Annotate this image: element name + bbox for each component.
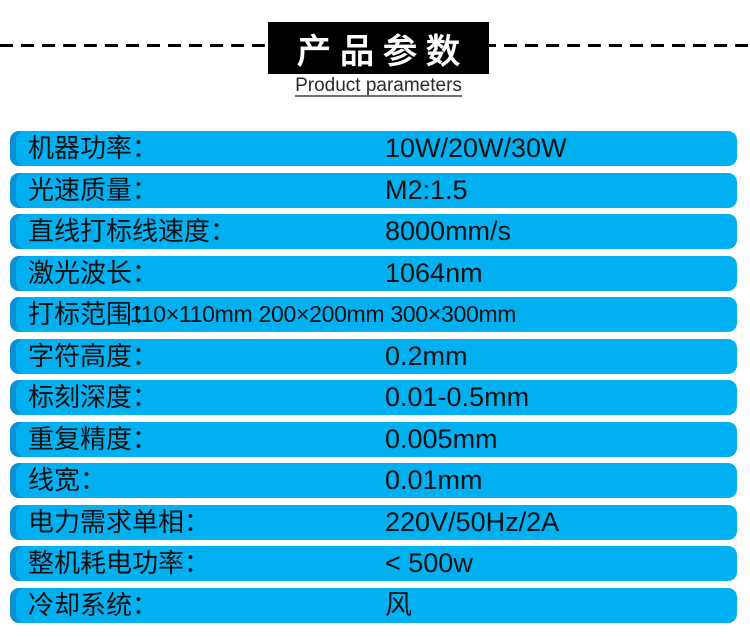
spec-value: 8000mm/s [385,216,512,246]
row-background [16,421,737,457]
spec-label: 整机耗电功率： [28,548,211,578]
spec-label: 字符高度： [28,340,159,371]
spec-value: 110×110mm 200×200mm 300×300mm [130,301,517,327]
spec-table: 机器功率： 10W/20W/30W 光速质量： M2:1.5 直线打标线速度： … [0,131,750,629]
spec-label: 直线打标线速度： [28,216,237,246]
spec-row: 电力需求单相： 220V/50Hz/2A [0,504,750,540]
row-background [16,255,737,291]
spec-row: 打标范围： 110×110mm 200×200mm 300×300mm [0,297,750,332]
spec-value: 0.01-0.5mm [385,382,530,412]
row-background [16,380,737,415]
spec-row: 激光波长： 1064nm [0,255,750,291]
spec-value: 风 [385,589,412,620]
row-background [16,546,737,581]
spec-label: 冷却系统： [28,589,159,620]
spec-value: M2:1.5 [385,174,468,205]
spec-label: 机器功率： [28,133,159,163]
section-subtitle: Product parameters [295,75,462,96]
spec-label: 光速质量： [28,174,159,205]
row-background [16,214,737,249]
row-background [16,338,737,374]
spec-row: 光速质量： M2:1.5 [0,172,750,208]
spec-label: 打标范围： [28,299,159,329]
spec-value: 220V/50Hz/2A [385,506,560,537]
row-background [16,504,737,540]
spec-value: 10W/20W/30W [385,133,567,163]
row-background [16,587,737,623]
spec-value: 0.01mm [385,465,483,495]
spec-row: 直线打标线速度： 8000mm/s [0,214,750,249]
spec-row: 整机耗电功率： < 500w [0,546,750,581]
row-background [16,131,737,166]
row-background [16,297,737,332]
spec-value: 0.2mm [385,340,468,371]
spec-row: 重复精度： 0.005mm [0,421,750,457]
spec-row: 机器功率： 10W/20W/30W [0,131,750,166]
spec-label: 激光波长： [28,257,159,288]
spec-value: < 500w [385,548,473,578]
spec-row: 字符高度： 0.2mm [0,338,750,374]
spec-row: 线宽： 0.01mm [0,463,750,498]
row-background [16,463,737,498]
section-title-box: 产品参数 [268,22,489,74]
spec-label: 标刻深度： [28,382,159,412]
spec-label: 重复精度： [28,423,159,454]
spec-row: 标刻深度： 0.01-0.5mm [0,380,750,415]
section-title: 产品参数 [297,32,469,71]
spec-label: 电力需求单相： [28,506,211,537]
spec-label: 线宽： [28,465,107,495]
row-background [16,172,737,208]
spec-value: 0.005mm [385,423,498,454]
spec-row: 冷却系统： 风 [0,587,750,623]
spec-value: 1064nm [385,257,483,288]
